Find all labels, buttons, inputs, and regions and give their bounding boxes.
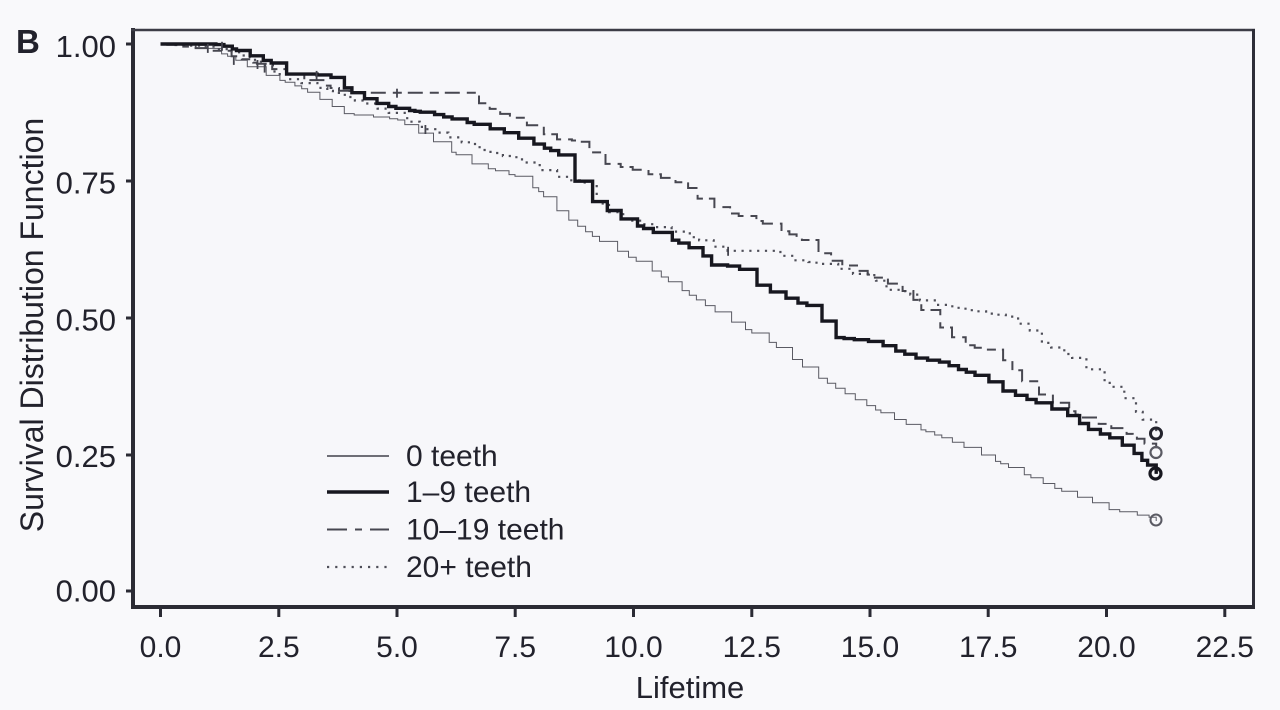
svg-text:10–19 teeth: 10–19 teeth <box>406 514 564 547</box>
svg-text:2.5: 2.5 <box>258 631 300 664</box>
svg-text:15.0: 15.0 <box>841 631 899 664</box>
svg-text:0 teeth: 0 teeth <box>406 440 498 473</box>
svg-text:0.25: 0.25 <box>56 439 116 474</box>
svg-text:0.0: 0.0 <box>140 631 182 664</box>
svg-text:Lifetime: Lifetime <box>636 670 745 705</box>
svg-text:Survival Distribution Function: Survival Distribution Function <box>14 118 50 532</box>
svg-text:20.0: 20.0 <box>1077 631 1135 664</box>
svg-text:1.00: 1.00 <box>56 29 116 64</box>
svg-text:0.75: 0.75 <box>56 166 116 201</box>
svg-text:20+ teeth: 20+ teeth <box>406 551 532 584</box>
svg-text:7.5: 7.5 <box>494 631 536 664</box>
svg-text:5.0: 5.0 <box>376 631 418 664</box>
svg-text:0.00: 0.00 <box>56 574 116 609</box>
svg-text:0.50: 0.50 <box>56 303 116 338</box>
svg-text:12.5: 12.5 <box>723 631 781 664</box>
svg-text:1–9 teeth: 1–9 teeth <box>406 476 531 509</box>
svg-text:B: B <box>16 23 40 60</box>
svg-text:22.5: 22.5 <box>1196 631 1254 664</box>
svg-text:10.0: 10.0 <box>604 631 662 664</box>
svg-text:17.5: 17.5 <box>959 631 1017 664</box>
